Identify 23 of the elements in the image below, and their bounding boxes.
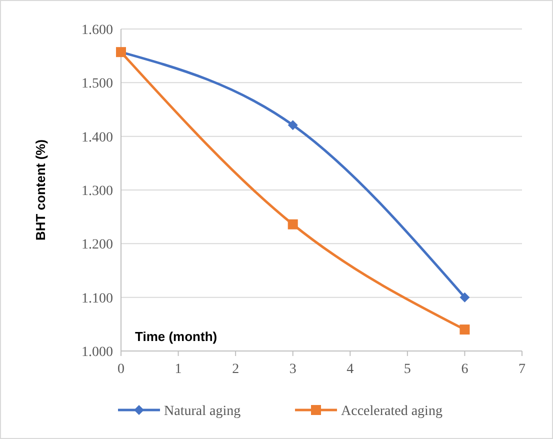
point [288, 219, 298, 230]
x-tick-label: 5 [404, 362, 411, 377]
point [460, 292, 470, 302]
legend-label: Accelerated aging [341, 404, 442, 419]
x-tick-label: 7 [518, 362, 526, 377]
y-tick-label: 1.200 [82, 238, 113, 253]
y-tick-label: 1.400 [82, 130, 113, 146]
y-tick-label: 1.100 [82, 291, 113, 306]
y-tick-label: 1.300 [82, 184, 113, 199]
point [288, 120, 298, 130]
y-axis-title: BHT content (%) [33, 139, 48, 241]
x-tick-label: 6 [461, 362, 468, 377]
x-tick-label: 2 [232, 362, 240, 377]
y-tick-label: 1.600 [82, 23, 113, 38]
x-tick-label: 1 [174, 362, 182, 377]
x-tick-label: 3 [289, 362, 296, 377]
point [460, 324, 470, 335]
y-tick-label: 1.500 [82, 76, 113, 92]
x-axis-title: Time (month) [135, 329, 218, 344]
y-tick-label: 1.000 [82, 345, 113, 360]
x-tick-label: 4 [346, 362, 354, 377]
legend-label: Natural aging [164, 404, 241, 419]
x-tick-label: 0 [118, 362, 124, 377]
